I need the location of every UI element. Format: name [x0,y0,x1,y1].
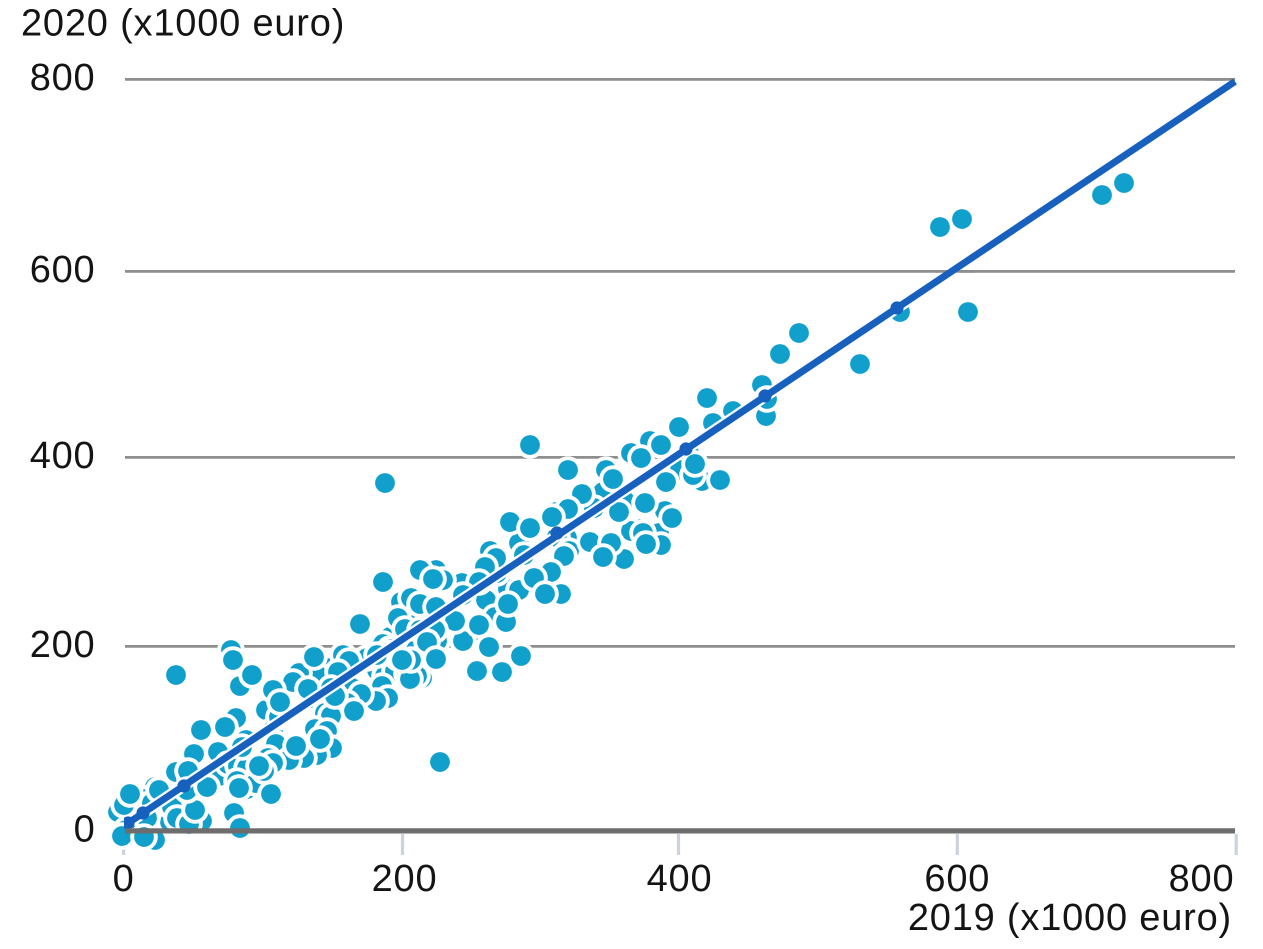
svg-text:2019 (x1000 euro): 2019 (x1000 euro) [908,897,1232,939]
svg-text:600: 600 [924,858,990,900]
svg-text:800: 800 [30,57,96,99]
svg-text:2020 (x1000 euro): 2020 (x1000 euro) [21,2,345,44]
svg-text:200: 200 [372,858,438,900]
svg-text:400: 400 [30,435,96,477]
svg-text:600: 600 [30,249,96,291]
svg-text:0: 0 [113,858,135,900]
svg-text:200: 200 [30,624,96,666]
svg-text:0: 0 [74,808,96,850]
svg-text:400: 400 [647,858,713,900]
svg-text:800: 800 [1169,858,1235,900]
